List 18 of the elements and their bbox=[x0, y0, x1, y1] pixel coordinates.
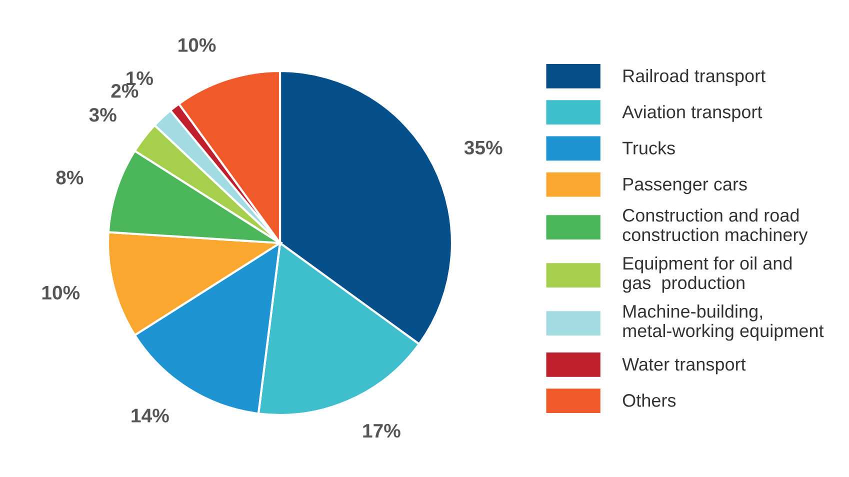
legend-label: Machine-building, metal-working equipment bbox=[623, 304, 824, 341]
legend-label: Others bbox=[622, 394, 676, 407]
legend-label: Railroad transport bbox=[624, 68, 766, 86]
data-label: 35% bbox=[464, 140, 502, 155]
data-label: 17% bbox=[363, 424, 400, 438]
legend-label: Aviation transport bbox=[622, 105, 762, 122]
data-label: 1% bbox=[126, 71, 153, 86]
data-label: 14% bbox=[132, 408, 169, 422]
data-label: 2% bbox=[111, 84, 138, 98]
legend-label: Construction and road construction machinery bbox=[622, 208, 808, 245]
data-label: 8% bbox=[56, 170, 84, 184]
data-label: 3% bbox=[89, 108, 116, 122]
data-label: 10% bbox=[178, 38, 216, 52]
data-label: 10% bbox=[42, 286, 80, 300]
legend-label: Water transport bbox=[622, 358, 746, 374]
legend-label: Trucks bbox=[622, 141, 675, 154]
legend-label: Equipment for oil and gas production bbox=[622, 256, 792, 293]
legend-label: Passenger cars bbox=[624, 178, 747, 194]
